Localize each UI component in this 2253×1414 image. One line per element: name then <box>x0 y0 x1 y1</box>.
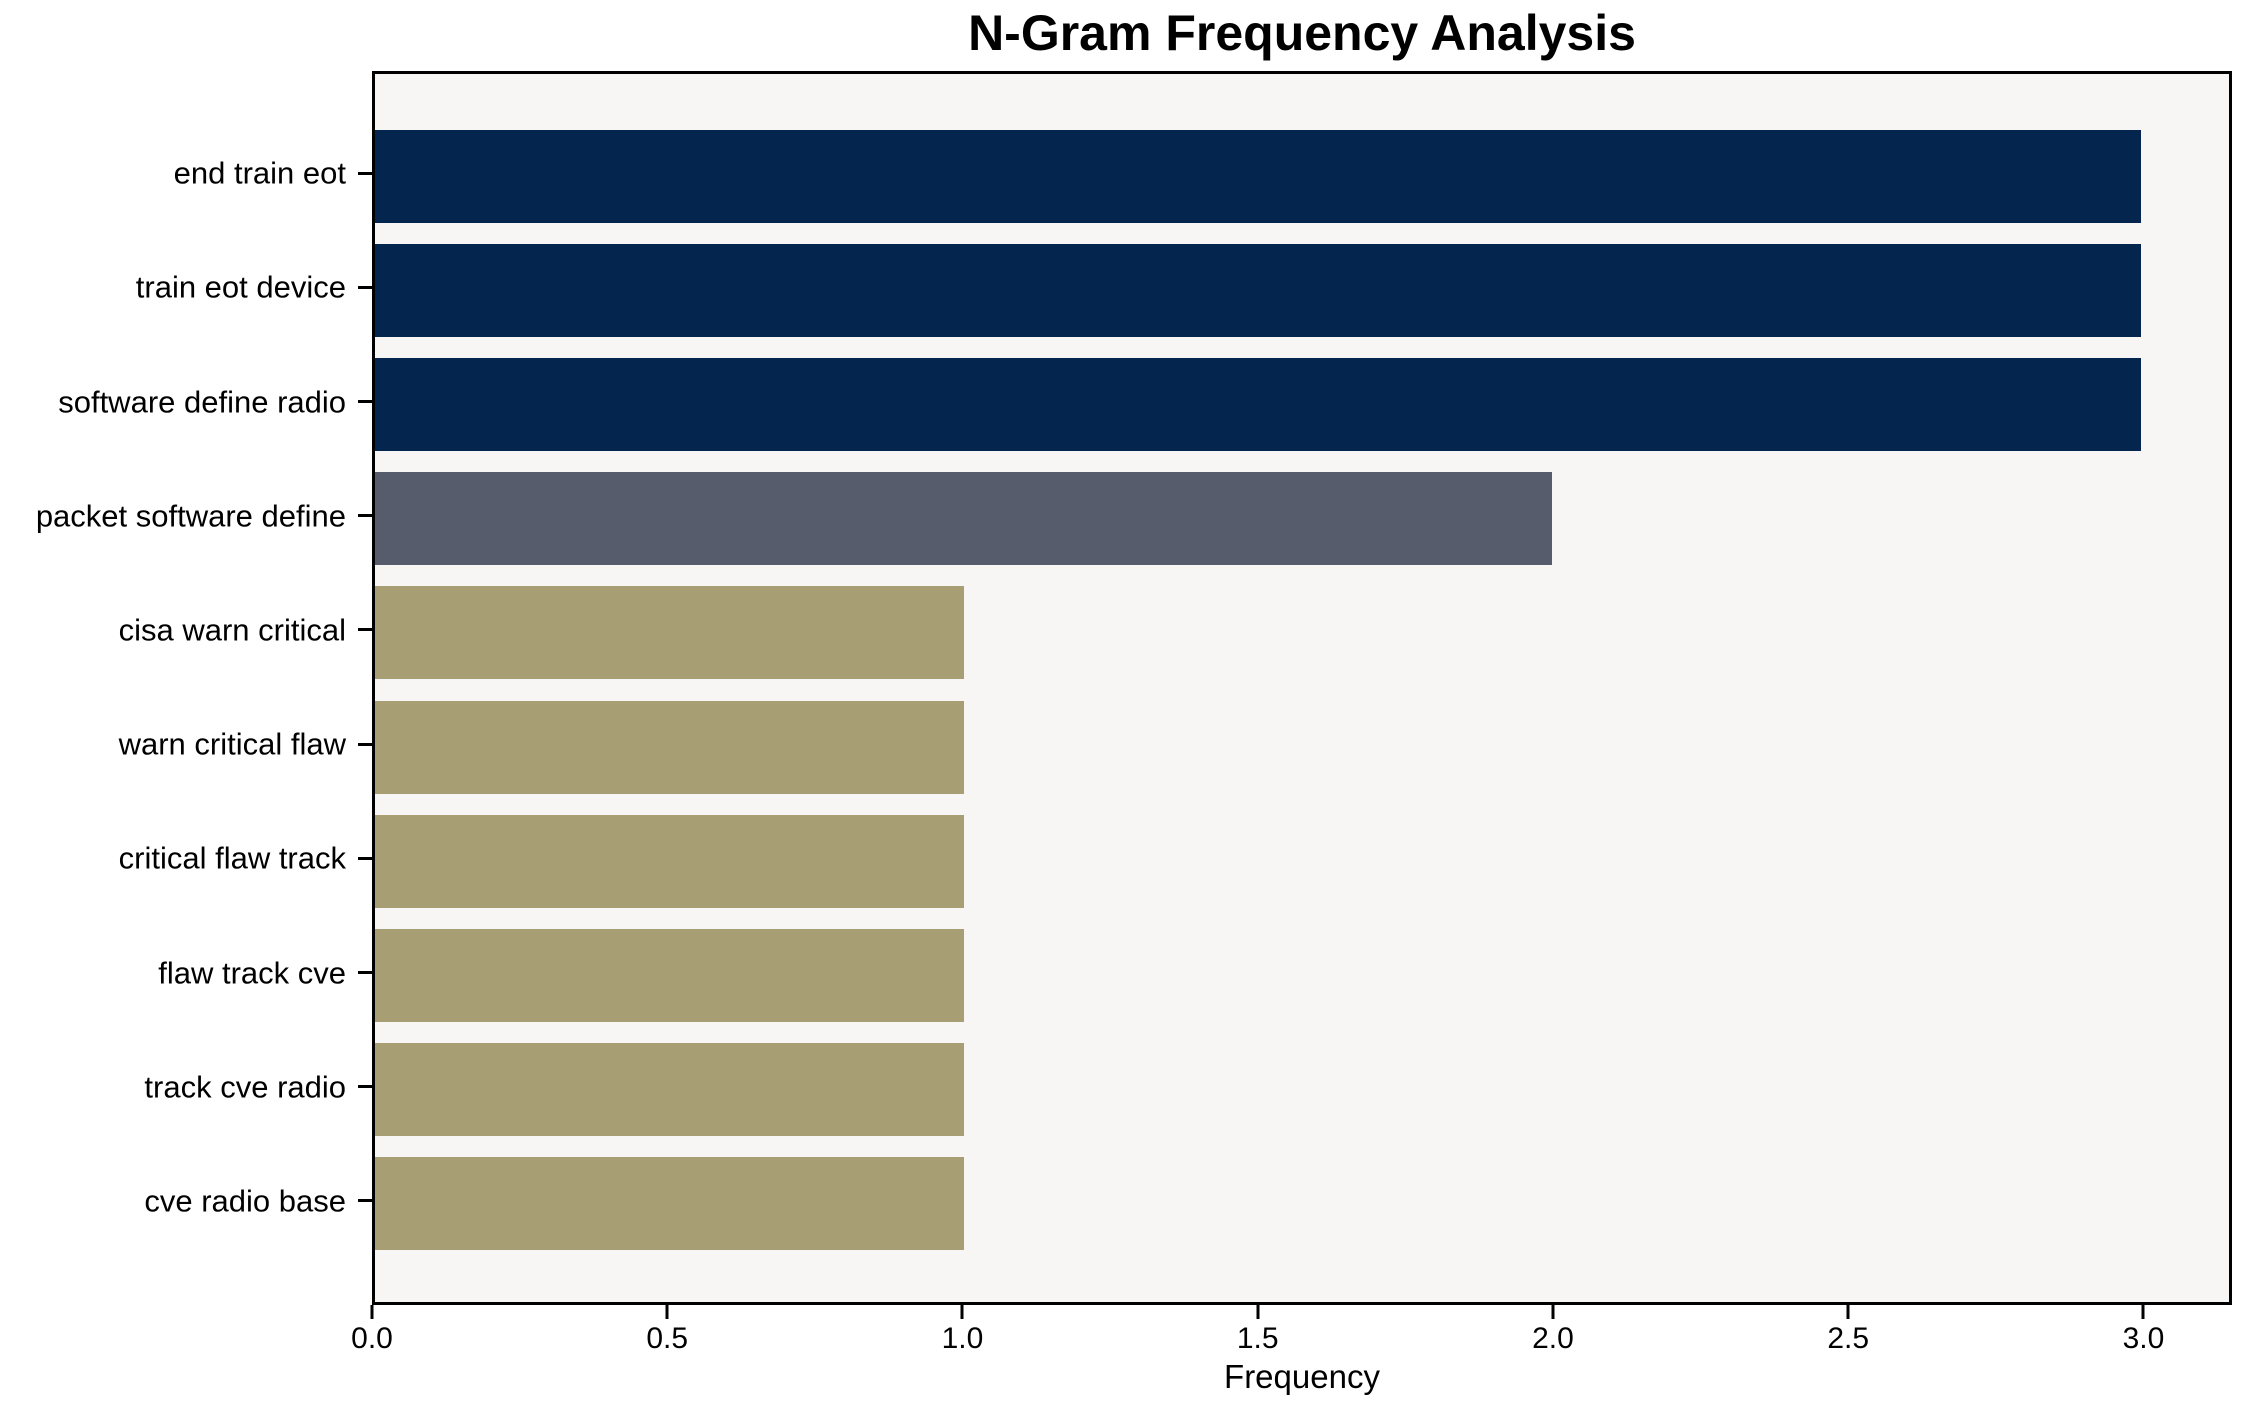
bar-cisa-warn-critical <box>375 586 964 680</box>
y-tick-mark <box>358 400 372 403</box>
y-tick-label: train eot device <box>135 269 346 305</box>
bar-flaw-track-cve <box>375 929 964 1022</box>
y-tick-mark <box>358 514 372 518</box>
bar-train-eot-device <box>375 243 2141 337</box>
x-tick-mark <box>370 1305 374 1319</box>
x-tick-mark <box>2141 1305 2145 1319</box>
x-tick-label: 1.5 <box>1236 1322 1279 1355</box>
x-tick-label: 2.5 <box>1827 1322 1870 1355</box>
bar-warn-critical-flaw <box>375 700 964 794</box>
y-tick-mark <box>358 171 372 175</box>
x-axis-title: Frequency <box>1224 1358 1380 1395</box>
x-tick-label: 0.0 <box>351 1322 393 1355</box>
y-tick-label: end train eot <box>173 155 346 191</box>
bar-track-cve-radio <box>375 1043 964 1137</box>
y-tick-mark <box>358 1085 372 1089</box>
y-tick-label: packet software define <box>35 498 346 534</box>
bar-software-define-radio <box>375 358 2141 451</box>
y-axis: end train eot train eot device software de… <box>0 71 372 1305</box>
y-tick-label: cisa warn critical <box>118 612 346 648</box>
bar-critical-flaw-track <box>375 814 964 908</box>
y-tick-mark <box>358 285 372 289</box>
bar-end-train-eot <box>375 129 2141 223</box>
x-tick-mark <box>665 1305 669 1319</box>
chart-title: N-Gram Frequency Analysis <box>968 5 1636 61</box>
y-tick-label: cve radio base <box>144 1183 346 1219</box>
x-tick-mark <box>960 1305 964 1319</box>
x-tick-label: 3.0 <box>2122 1322 2165 1355</box>
x-tick-label: 2.0 <box>1532 1322 1574 1355</box>
x-tick-mark <box>1846 1305 1850 1319</box>
plot-area <box>372 71 2232 1305</box>
x-tick-label: 0.5 <box>646 1322 689 1355</box>
y-tick-label: warn critical flaw <box>118 726 346 762</box>
bar-packet-software-define <box>375 472 1553 566</box>
y-tick-mark <box>358 971 372 974</box>
y-tick-mark <box>358 628 372 632</box>
y-tick-label: software define radio <box>58 384 346 419</box>
y-tick-label: track cve radio <box>144 1069 346 1105</box>
bar-cve-radio-base <box>375 1157 964 1251</box>
x-tick-label: 1.0 <box>941 1322 984 1355</box>
bars-container <box>375 74 2229 1302</box>
y-tick-label: flaw track cve <box>158 955 346 990</box>
x-axis: 0.0 0.5 1.0 1.5 2.0 2.5 3.0 <box>351 1305 2232 1375</box>
x-tick-mark <box>1256 1305 1260 1319</box>
y-tick-mark <box>358 1199 372 1203</box>
x-tick-mark <box>1551 1305 1555 1319</box>
y-tick-label: critical flaw track <box>118 840 346 876</box>
y-tick-mark <box>358 856 372 860</box>
y-tick-mark <box>358 742 372 746</box>
